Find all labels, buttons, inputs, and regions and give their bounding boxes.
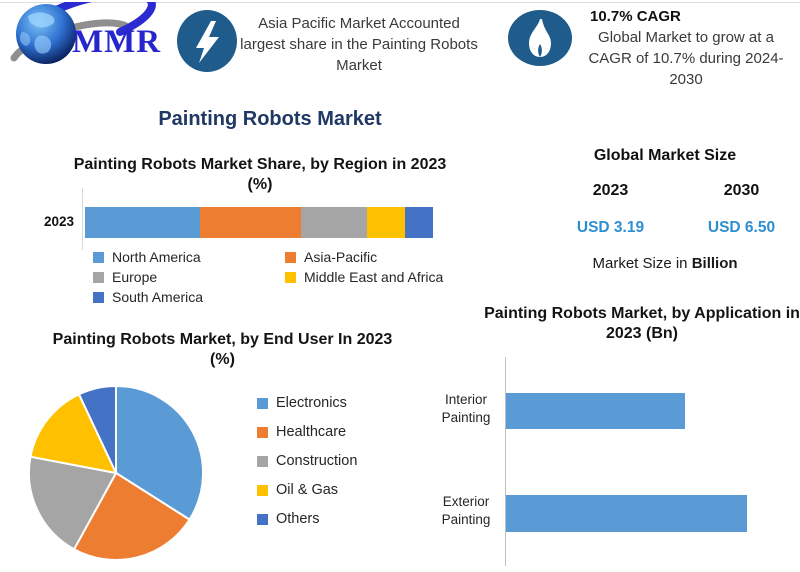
exterior-painting-bar xyxy=(506,495,747,532)
oil-gas-swatch xyxy=(257,484,268,496)
asia-fact-text: Asia Pacific Market Accounted largest sh… xyxy=(240,15,478,74)
caption-prefix: Market Size in xyxy=(592,255,692,272)
pie-slice-oil-gas xyxy=(29,392,118,475)
region-chart-title: Painting Robots Market Share, by Region … xyxy=(73,156,447,193)
end-user-pie-chart xyxy=(27,384,204,561)
legend-item-asia-pacific: Asia-Pacific xyxy=(285,249,443,265)
value-2023: USD 3.19 xyxy=(576,219,645,236)
mmr-logo: MMR xyxy=(8,0,162,66)
legend-item-middle-east-africa: Middle East and Africa xyxy=(285,269,443,285)
legend-item-healthcare: Healthcare xyxy=(257,424,357,440)
legend-item-construction: Construction xyxy=(257,453,357,469)
cagr-body: Global Market to grow at a CAGR of 10.7%… xyxy=(588,29,784,88)
legend-label: Electronics xyxy=(276,395,347,411)
others-swatch xyxy=(257,513,268,525)
region-segment-south-america xyxy=(405,207,433,238)
region-segment-north-america xyxy=(85,207,200,238)
legend-item-others: Others xyxy=(257,511,357,527)
legend-item-electronics: Electronics xyxy=(257,395,357,411)
region-segment-middle-east-and-africa xyxy=(366,207,406,238)
legend-label: Oil & Gas xyxy=(276,482,339,498)
interior-painting-bar xyxy=(506,393,685,429)
north-america-swatch xyxy=(93,251,104,263)
region-chart-category-label: 2023 xyxy=(43,214,74,229)
market-size-title: Global Market Size xyxy=(593,147,737,164)
market-size-values: USD 3.19 USD 6.50 xyxy=(545,219,800,237)
middle-east-africa-swatch xyxy=(285,271,296,283)
region-segment-asia-pacific xyxy=(199,207,301,238)
legend-label: Construction xyxy=(276,453,358,469)
cagr-heading: 10.7% CAGR xyxy=(590,8,681,25)
legend-label: Europe xyxy=(112,269,158,285)
market-size-caption: Market Size in Billion xyxy=(550,255,780,272)
europe-swatch xyxy=(93,271,104,283)
healthcare-swatch xyxy=(257,426,268,438)
region-stacked-bar xyxy=(85,207,433,238)
application-chart-title: Painting Robots Market, by Application i… xyxy=(484,305,800,342)
value-2030: USD 6.50 xyxy=(707,219,776,236)
caption-unit: Billion xyxy=(691,255,738,272)
interior-painting-label: Interior Painting xyxy=(441,392,491,425)
region-segment-europe xyxy=(300,207,367,238)
legend-label: Middle East and Africa xyxy=(304,269,444,285)
logo-text: MMR xyxy=(72,24,162,60)
globe-icon xyxy=(10,0,156,64)
pie-slice-others xyxy=(77,384,117,474)
flame-icon xyxy=(508,10,572,72)
year-2030: 2030 xyxy=(723,182,760,199)
legend-label: Healthcare xyxy=(276,424,347,440)
pie-chart-title: Painting Robots Market, by End User In 2… xyxy=(52,331,393,368)
region-chart-axis xyxy=(82,188,83,250)
construction-swatch xyxy=(257,455,268,467)
electronics-swatch xyxy=(257,397,268,409)
exterior-painting-label: Exterior Painting xyxy=(441,494,491,527)
legend-label: Asia-Pacific xyxy=(304,249,378,265)
cagr-fact: 10.7% CAGR Global Market to grow at a CA… xyxy=(580,8,792,90)
legend-label: North America xyxy=(112,249,201,265)
legend-item-north-america: North America xyxy=(93,249,285,265)
legend-item-europe: Europe xyxy=(93,269,285,285)
page-title: Painting Robots Market xyxy=(158,108,382,130)
region-legend: North America Asia-Pacific Europe Middle… xyxy=(93,249,443,305)
pie-slice-healthcare xyxy=(72,471,191,561)
lightning-icon xyxy=(177,10,237,78)
legend-label: Others xyxy=(276,511,320,527)
asia-pacific-swatch xyxy=(285,251,296,263)
top-divider xyxy=(0,2,800,3)
application-chart-axis xyxy=(505,357,506,566)
legend-item-south-america: South America xyxy=(93,289,285,305)
legend-label: South America xyxy=(112,289,204,305)
year-2023: 2023 xyxy=(592,182,629,199)
pie-slice-construction xyxy=(27,455,118,551)
pie-legend: Electronics Healthcare Construction Oil … xyxy=(257,395,357,540)
market-size-years: 2023 2030 xyxy=(545,182,800,200)
south-america-swatch xyxy=(93,291,104,303)
legend-item-oil-gas: Oil & Gas xyxy=(257,482,357,498)
